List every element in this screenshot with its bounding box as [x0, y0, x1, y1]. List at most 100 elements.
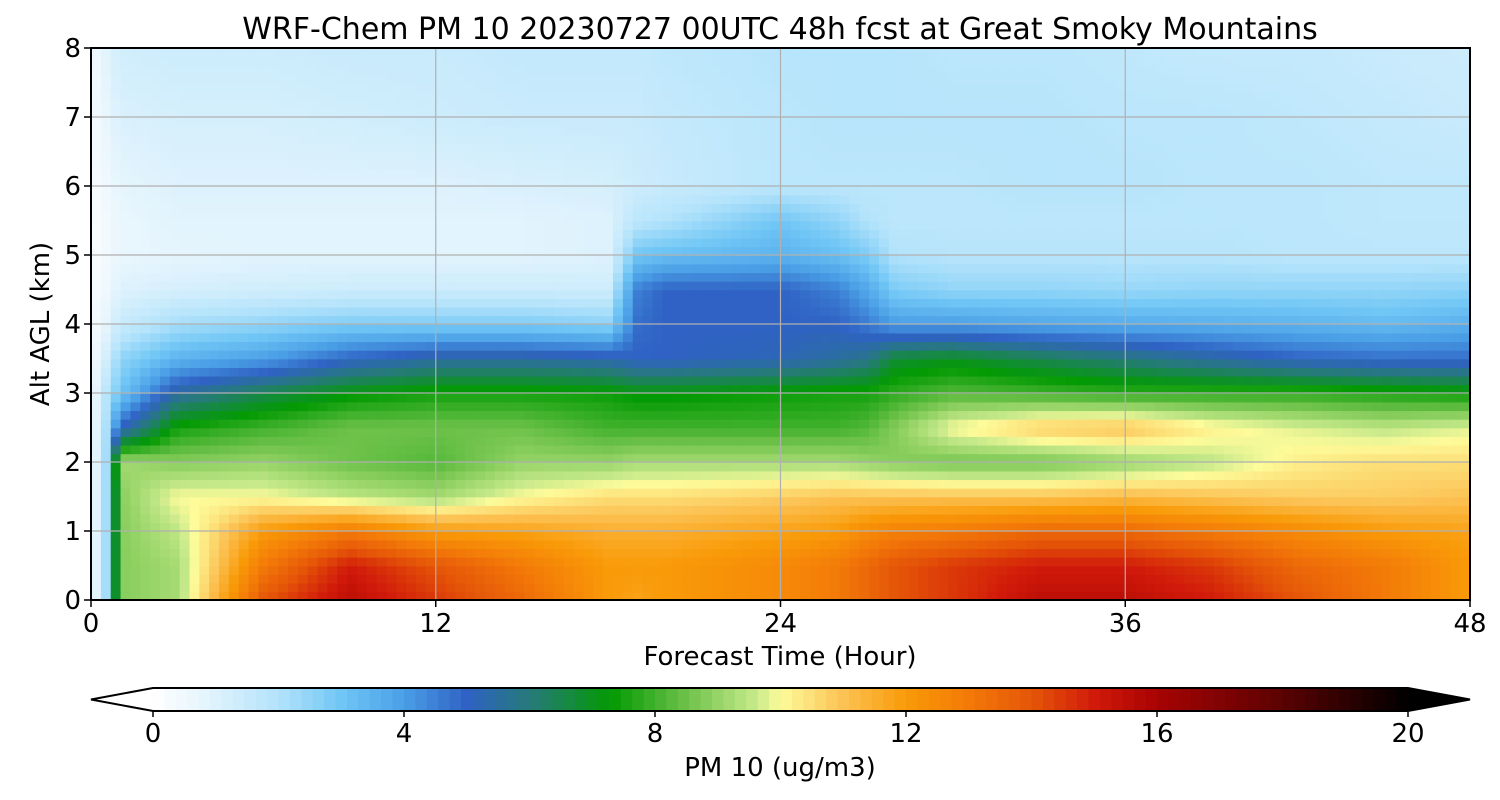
heatmap-cell [987, 444, 998, 455]
heatmap-cell [297, 341, 309, 351]
heatmap-cell [849, 453, 861, 463]
heatmap-cell [1144, 367, 1156, 377]
heatmap-cell [337, 289, 348, 299]
heatmap-cell [682, 505, 693, 515]
heatmap-cell [228, 384, 240, 394]
heatmap-cell [888, 505, 900, 515]
heatmap-cell [445, 427, 457, 437]
heatmap-cell [258, 298, 270, 308]
heatmap-cell [839, 393, 851, 403]
heatmap-cell [642, 418, 654, 429]
heatmap-cell [1204, 324, 1215, 334]
heatmap-cell [1371, 427, 1383, 437]
heatmap-cell [1420, 358, 1432, 368]
heatmap-cell [327, 496, 339, 506]
heatmap-cell [1204, 539, 1215, 550]
heatmap-cell [770, 315, 782, 325]
heatmap-cell [169, 289, 181, 299]
heatmap-cell [179, 462, 191, 472]
heatmap-cell [228, 358, 240, 368]
heatmap-cell [1263, 393, 1274, 403]
heatmap-cell [1273, 470, 1284, 481]
heatmap-cell [544, 436, 555, 446]
heatmap-cell [91, 505, 102, 515]
heatmap-cell [238, 522, 250, 532]
heatmap-cell [396, 556, 407, 567]
heatmap-cell [1164, 367, 1176, 377]
heatmap-cell [1430, 384, 1442, 394]
heatmap-cell [386, 470, 398, 481]
heatmap-cell [297, 436, 309, 446]
heatmap-cell [248, 556, 260, 567]
heatmap-cell [1026, 410, 1038, 420]
heatmap-cell [337, 591, 348, 600]
heatmap-cell [189, 418, 201, 429]
heatmap-cell [967, 349, 979, 360]
heatmap-cell [593, 591, 604, 600]
heatmap-cell [553, 436, 565, 446]
heatmap-cell [1371, 341, 1383, 351]
heatmap-cell [1263, 401, 1274, 412]
heatmap-cell [494, 298, 506, 308]
heatmap-cell [179, 582, 191, 593]
heatmap-cell [238, 539, 250, 550]
heatmap-cell [672, 548, 683, 558]
heatmap-cell [760, 496, 772, 506]
heatmap-cell [632, 427, 644, 437]
heatmap-cell [1312, 470, 1324, 481]
heatmap-cell [1007, 349, 1018, 360]
heatmap-cell [652, 324, 664, 334]
heatmap-cell [248, 462, 260, 472]
heatmap-cell [1401, 332, 1412, 343]
heatmap-cell [120, 367, 132, 377]
heatmap-cell [445, 410, 457, 420]
heatmap-cell [918, 367, 930, 377]
heatmap-cell [416, 487, 427, 498]
heatmap-cell [613, 487, 624, 498]
heatmap-cell [810, 444, 821, 455]
heatmap-cell [888, 427, 900, 437]
heatmap-cell [1440, 565, 1452, 575]
heatmap-cell [268, 574, 279, 584]
heatmap-cell [662, 289, 673, 299]
heatmap-cell [1066, 556, 1077, 567]
heatmap-cell [1263, 513, 1274, 524]
heatmap-cell [91, 427, 102, 437]
heatmap-cell [859, 574, 870, 584]
heatmap-cell [228, 487, 240, 498]
heatmap-cell [317, 591, 329, 600]
heatmap-cell [573, 341, 585, 351]
heatmap-cell [721, 591, 733, 600]
heatmap-cell [1282, 375, 1294, 386]
heatmap-cell [947, 462, 959, 472]
heatmap-cell [770, 574, 782, 584]
heatmap-cell [1076, 444, 1087, 455]
heatmap-cell [1450, 418, 1461, 429]
heatmap-cell [504, 410, 516, 420]
heatmap-cell [938, 324, 949, 334]
heatmap-cell [859, 289, 870, 299]
heatmap-cell [1164, 384, 1176, 394]
heatmap-cell [1184, 513, 1195, 524]
heatmap-cell [1154, 436, 1166, 446]
heatmap-cell [1194, 427, 1205, 437]
heatmap-cell [800, 367, 811, 377]
heatmap-cell [1233, 298, 1245, 308]
heatmap-cell [140, 315, 151, 325]
heatmap-cell [898, 453, 910, 463]
heatmap-cell [790, 505, 801, 515]
heatmap-cell [780, 565, 792, 575]
heatmap-cell [1213, 375, 1225, 386]
heatmap-cell [1204, 349, 1215, 360]
heatmap-cell [1292, 324, 1304, 334]
heatmap-cell [849, 556, 861, 567]
heatmap-cell [711, 487, 723, 498]
heatmap-cell [1391, 574, 1402, 584]
heatmap-cell [1076, 384, 1087, 394]
heatmap-cell [1095, 548, 1107, 558]
heatmap-cell [701, 574, 713, 584]
heatmap-cell [770, 505, 782, 515]
heatmap-cell [750, 375, 762, 386]
heatmap-cell [987, 574, 998, 584]
heatmap-cell [918, 479, 930, 489]
